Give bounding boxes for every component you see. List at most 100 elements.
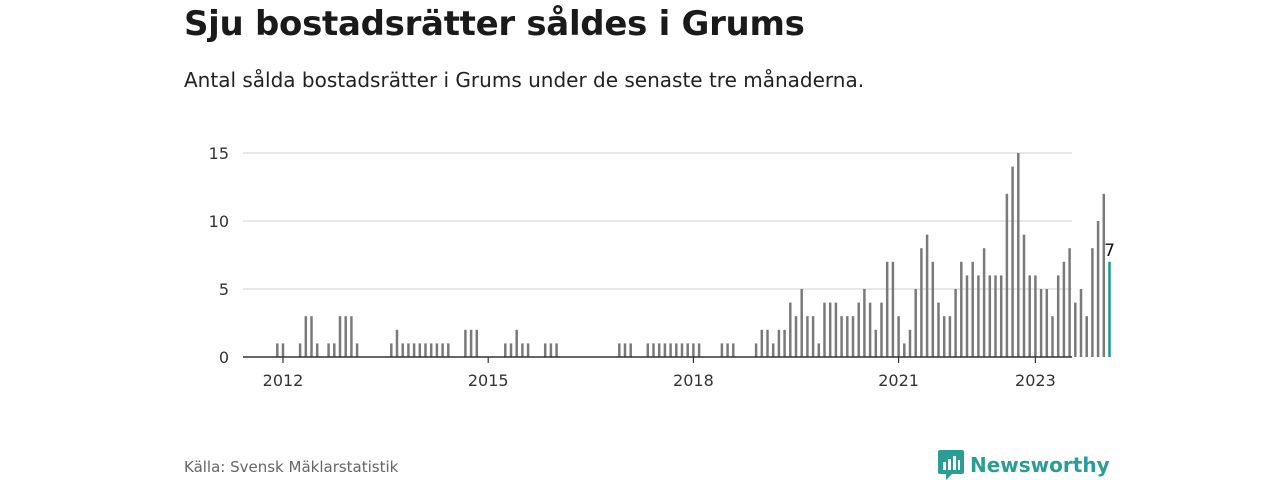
- bar: [817, 343, 821, 357]
- bar: [720, 343, 724, 357]
- bars: [276, 153, 1111, 357]
- bar: [338, 316, 342, 357]
- bar: [800, 289, 803, 357]
- bar: [475, 329, 479, 357]
- bar: [1068, 248, 1071, 357]
- bar: [412, 343, 416, 357]
- newsworthy-logo-icon: [938, 450, 964, 480]
- bar: [464, 329, 467, 357]
- bar: [868, 302, 872, 357]
- bar: [629, 343, 632, 357]
- bar: [646, 343, 650, 357]
- bar: [891, 261, 895, 357]
- bar: [327, 343, 330, 357]
- bar: [811, 316, 815, 357]
- bar: [1051, 316, 1054, 357]
- bar: [754, 343, 758, 357]
- bar: [1022, 234, 1026, 357]
- y-tick-label: 5: [219, 280, 229, 299]
- y-tick-label: 0: [219, 348, 229, 367]
- bar: [863, 289, 866, 357]
- bar: [1034, 275, 1037, 357]
- bar: [350, 316, 353, 357]
- bar: [937, 302, 940, 357]
- bar: [760, 329, 764, 357]
- bar: [686, 343, 689, 357]
- bar: [315, 343, 319, 357]
- bar: [903, 343, 906, 357]
- tick-labels: 0 5 10 15 7 2012 2015 2018 2021 2023: [209, 144, 1115, 390]
- bar: [1011, 166, 1014, 357]
- bar: [435, 343, 439, 357]
- bar: [276, 343, 279, 357]
- bar: [806, 316, 809, 357]
- bar: [504, 343, 507, 357]
- bar: [1062, 261, 1066, 357]
- bar: [429, 343, 433, 357]
- bar: [344, 316, 347, 357]
- bar: [846, 316, 849, 357]
- bar: [1085, 316, 1088, 357]
- latest-value-label: 7: [1104, 241, 1115, 261]
- bar: [424, 343, 427, 357]
- bar: [355, 343, 359, 357]
- bar: [1017, 153, 1020, 357]
- bar: [942, 316, 946, 357]
- bar: [999, 275, 1003, 357]
- bar: [1096, 221, 1100, 357]
- bar: [652, 343, 655, 357]
- bar: [789, 302, 792, 357]
- bar: [1074, 302, 1077, 357]
- bar: [515, 329, 518, 357]
- chart-title: Sju bostadsrätter såldes i Grums: [184, 4, 805, 44]
- bar: [526, 343, 530, 357]
- bar: [1028, 275, 1031, 357]
- bar: [726, 343, 729, 357]
- bar: [828, 302, 832, 357]
- bar: [908, 329, 912, 357]
- bar: [988, 275, 992, 357]
- bar: [555, 343, 558, 357]
- bar: [954, 289, 957, 357]
- bar: [925, 234, 929, 357]
- bar: [885, 261, 889, 357]
- bar: [333, 343, 336, 357]
- bar: [880, 302, 883, 357]
- bar: [783, 329, 786, 357]
- bar: [994, 275, 997, 357]
- bar: [623, 343, 627, 357]
- bar: [823, 302, 826, 357]
- bar: [697, 343, 701, 357]
- bar: [407, 343, 410, 357]
- chart-subtitle: Antal sålda bostadsrätter i Grums under …: [184, 68, 865, 92]
- bar: [874, 329, 878, 357]
- bar: [618, 343, 621, 357]
- bar: [1079, 289, 1083, 357]
- bar: [851, 316, 855, 357]
- bar: [418, 343, 422, 357]
- bar: [543, 343, 547, 357]
- bar: [897, 316, 900, 357]
- y-tick-label: 15: [209, 144, 229, 163]
- bar: [298, 343, 302, 357]
- bar: [982, 248, 986, 357]
- bar: [692, 343, 695, 357]
- bar: [675, 343, 678, 357]
- x-tick-label: 2012: [263, 371, 304, 390]
- bar: [834, 302, 838, 357]
- bar: [390, 343, 393, 357]
- axes: [243, 356, 1072, 363]
- bar: [401, 343, 404, 357]
- bar: [840, 316, 843, 357]
- bar: [914, 289, 917, 357]
- x-tick-label: 2015: [468, 371, 509, 390]
- x-tick-label: 2018: [673, 371, 714, 390]
- bar: [948, 316, 952, 357]
- bar: [663, 343, 667, 357]
- bar: [657, 343, 661, 357]
- bar: [509, 343, 513, 357]
- bar: [771, 343, 775, 357]
- x-tick-label: 2023: [1015, 371, 1056, 390]
- bar: [1039, 289, 1043, 357]
- bar-latest: [1108, 261, 1111, 357]
